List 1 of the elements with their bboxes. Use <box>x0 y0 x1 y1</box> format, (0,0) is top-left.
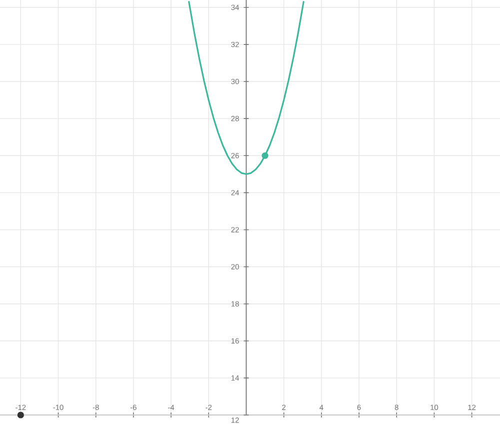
line-series <box>188 1 304 175</box>
